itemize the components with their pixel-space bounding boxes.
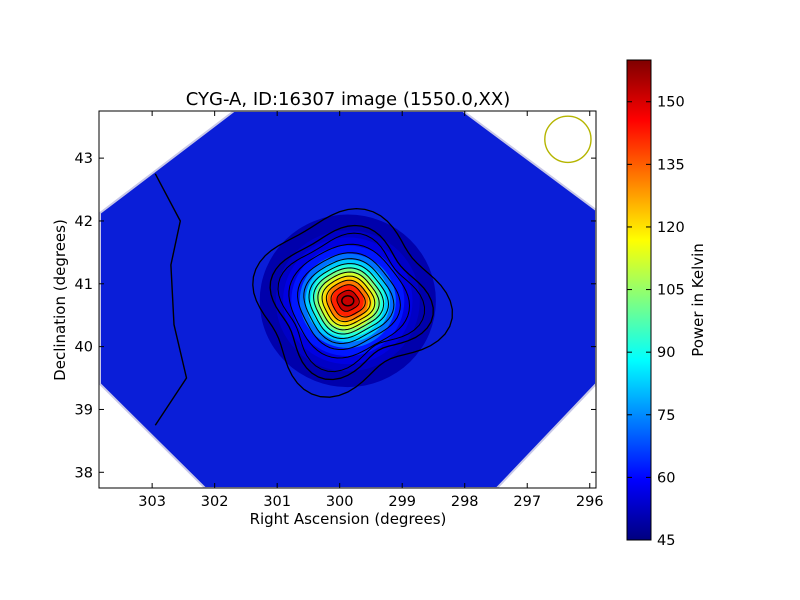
contour-line	[313, 267, 385, 335]
y-axis-ticks: 38 39 40 41 42 43	[75, 151, 596, 481]
x-tick-label: 298	[451, 494, 479, 510]
colorbar-tick-label: 60	[657, 470, 675, 486]
y-axis-label: Declination (degrees)	[51, 219, 69, 381]
x-tick-label: 297	[513, 494, 541, 510]
colorbar-ticks: 45 60 75 90 105 120 135 150	[627, 95, 685, 549]
contour-line	[297, 252, 401, 350]
y-tick-label: 43	[75, 151, 93, 167]
y-tick-label: 41	[75, 277, 93, 293]
x-tick-label: 303	[138, 494, 166, 510]
emission-level	[337, 290, 359, 311]
colorbar-tick-label: 105	[657, 283, 685, 299]
contour-line	[336, 289, 360, 312]
contour-line	[269, 224, 434, 381]
contour-line	[317, 271, 380, 331]
colorbar-tick-label: 150	[657, 95, 685, 111]
y-tick-label: 40	[75, 340, 93, 356]
colorbar-label: Power in Kelvin	[689, 243, 707, 357]
x-tick-label: 301	[263, 494, 291, 510]
colorbar-tick-label: 75	[657, 408, 675, 424]
y-tick-label: 39	[75, 402, 93, 418]
contour-line	[325, 279, 371, 323]
x-axis-label: Right Ascension (degrees)	[250, 510, 447, 528]
contour-line	[308, 263, 390, 340]
contour-line	[330, 284, 366, 318]
beam-marker	[544, 115, 592, 164]
colorbar-tick-label: 135	[657, 157, 685, 173]
x-tick-label: 300	[326, 494, 354, 510]
x-tick-label: 302	[201, 494, 229, 510]
source-glow	[259, 214, 436, 388]
x-tick-label: 296	[576, 494, 604, 510]
y-tick-label: 42	[75, 214, 93, 230]
colorbar	[626, 59, 652, 541]
contour-line	[288, 243, 411, 359]
edge-contour	[154, 173, 188, 426]
colorbar-tick-label: 120	[657, 220, 685, 236]
colorbar-tick-label: 90	[657, 345, 675, 361]
contour-line	[252, 207, 453, 398]
chart-title: CYG-A, ID:16307 image (1550.0,XX)	[186, 89, 510, 110]
colorbar-tick-label: 45	[657, 533, 675, 549]
peak-contour	[341, 295, 355, 307]
x-axis-ticks: 303 302 301 300 299 298 297 296	[138, 111, 604, 510]
contour-line	[303, 258, 395, 345]
x-tick-label: 299	[388, 494, 416, 510]
plot-area	[99, 111, 596, 488]
y-tick-label: 38	[75, 465, 93, 481]
contour-lines	[252, 207, 453, 398]
contour-line	[277, 232, 426, 373]
contour-line	[321, 275, 376, 327]
plot-frame	[98, 110, 597, 489]
